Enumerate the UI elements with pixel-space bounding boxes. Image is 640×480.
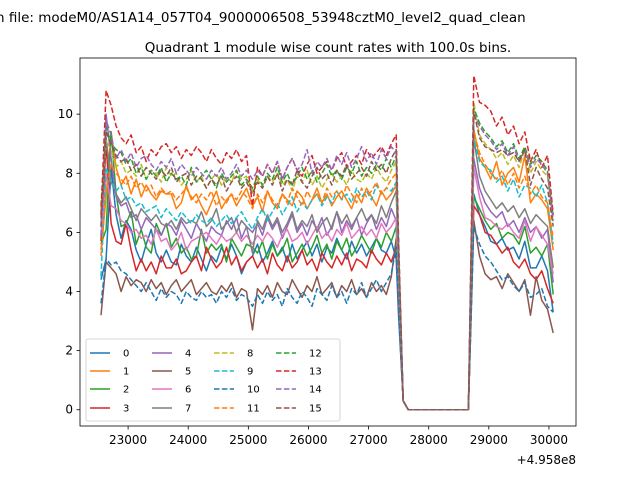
x-tick-label: 26000 (289, 433, 327, 447)
legend-label-4: 4 (185, 349, 191, 360)
legend-label-12: 12 (309, 349, 322, 360)
series-line-6 (100, 166, 554, 411)
y-tick-label: 0 (65, 403, 73, 417)
legend-label-11: 11 (247, 404, 260, 415)
y-tick-label: 2 (65, 344, 73, 358)
series-line-13 (100, 74, 554, 411)
series-line-10 (100, 225, 554, 411)
series-line-2 (100, 131, 554, 411)
axes: 23000 24000 25000 26000 27000 28000 29000 30000… (58, 107, 568, 447)
legend-label-8: 8 (247, 349, 253, 360)
legend-label-7: 7 (185, 404, 191, 415)
x-tick-label: 24000 (169, 433, 207, 447)
series-line-5 (100, 219, 554, 411)
series-line-11 (100, 131, 554, 411)
series-line-7 (100, 137, 554, 411)
legend-label-2: 2 (123, 385, 129, 396)
x-tick-label: 29000 (470, 433, 508, 447)
y-tick-label: 10 (58, 107, 73, 121)
y-tick-label: 6 (65, 225, 73, 239)
legend-label-15: 15 (309, 404, 322, 415)
legend-label-0: 0 (123, 349, 129, 360)
series-line-3 (100, 142, 554, 411)
series-line-14 (100, 113, 554, 411)
figure-suptitle: n file: modeM0/AS1A14_057T04_9000006508_… (0, 10, 526, 26)
x-tick-label: 25000 (229, 433, 267, 447)
x-tick-label: 30000 (530, 433, 568, 447)
series-layer (100, 74, 554, 411)
series-line-15 (100, 110, 554, 411)
y-tick-label: 8 (65, 166, 73, 180)
y-tick-label: 4 (65, 285, 73, 299)
x-offset-label: +4.958e8 (517, 453, 576, 467)
legend-label-3: 3 (123, 404, 129, 415)
x-tick-label: 28000 (410, 433, 448, 447)
x-tick-label: 23000 (109, 433, 147, 447)
series-line-4 (100, 113, 554, 411)
series-line-9 (100, 137, 554, 411)
series-line-8 (100, 101, 554, 411)
legend-label-14: 14 (309, 385, 322, 396)
plot-frame (79, 57, 577, 427)
legend-label-5: 5 (185, 367, 191, 378)
legend-label-9: 9 (247, 367, 253, 378)
legend-label-6: 6 (185, 385, 191, 396)
legend-label-13: 13 (309, 367, 322, 378)
x-tick-label: 27000 (349, 433, 387, 447)
legend-label-10: 10 (247, 385, 260, 396)
legend-box (85, 338, 341, 422)
series-line-12 (100, 107, 554, 411)
chart-title: Quadrant 1 module wise count rates with … (145, 40, 511, 56)
legend-label-1: 1 (123, 367, 129, 378)
